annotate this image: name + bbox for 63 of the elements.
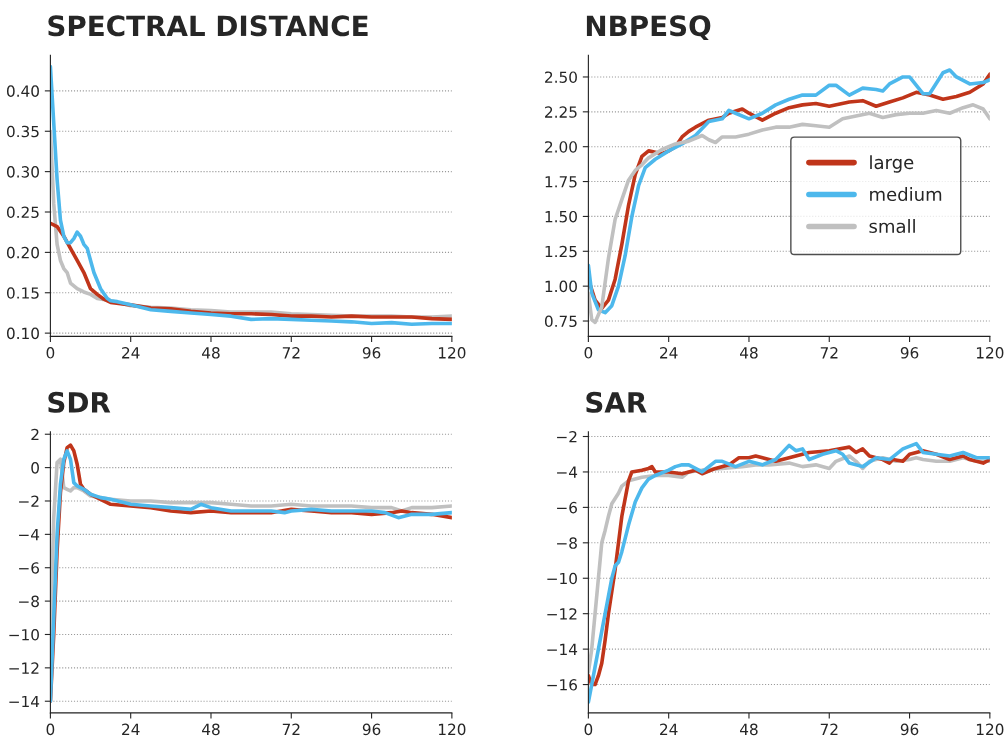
- y-tick-label: 0.15: [6, 287, 39, 299]
- x-tick-label: 24: [660, 723, 678, 735]
- x-tick-label: 96: [362, 347, 381, 359]
- y-tick-label: −10: [547, 572, 577, 585]
- x-tick-label: 0: [46, 723, 55, 736]
- x-tick-label: 0: [46, 347, 55, 359]
- y-tick-label: −16: [547, 679, 577, 691]
- x-tick-label: 48: [202, 347, 220, 359]
- y-tick-label: 0: [31, 462, 39, 474]
- y-tick-label: 0.75: [544, 315, 577, 328]
- y-tick-label: 0.20: [6, 246, 39, 259]
- y-tick-label: 0.25: [6, 206, 39, 219]
- x-tick-label: 120: [438, 347, 466, 359]
- y-tick-label: 1.00: [545, 280, 577, 293]
- x-tick-label: 120: [976, 347, 1004, 359]
- y-tick-label: −6: [557, 501, 577, 514]
- y-tick-label: −6: [19, 562, 40, 574]
- y-tick-label: −2: [557, 430, 577, 443]
- y-tick-label: 2.50: [545, 71, 577, 83]
- x-tick-label: 0: [584, 723, 593, 736]
- chart-title: SAR: [586, 391, 647, 413]
- x-tick-label: 48: [202, 723, 220, 736]
- x-tick-label: 120: [438, 723, 466, 736]
- x-tick-label: 24: [660, 347, 678, 359]
- y-tick-label: −10: [9, 628, 39, 641]
- x-tick-label: 48: [740, 347, 758, 359]
- y-tick-label: 2.25: [545, 106, 577, 118]
- y-tick-label: 1.50: [545, 210, 577, 223]
- y-tick-label: 0.10: [6, 327, 39, 340]
- x-tick-label: 0: [584, 347, 593, 359]
- y-tick-label: −12: [9, 662, 39, 674]
- legend-label: large: [870, 155, 914, 173]
- x-tick-label: 120: [976, 723, 1004, 736]
- y-tick-label: 0.30: [6, 166, 39, 178]
- x-tick-label: 72: [282, 723, 300, 735]
- chart-title: SPECTRAL DISTANCE: [48, 15, 368, 37]
- chart-title: SDR: [48, 391, 111, 413]
- y-tick-label: 1.25: [545, 245, 577, 258]
- y-tick-label: −4: [557, 466, 578, 478]
- y-tick-label: 0.40: [6, 85, 39, 97]
- chart-title: NBPESQ: [586, 15, 711, 40]
- x-tick-label: 48: [740, 723, 758, 736]
- y-tick-label: −2: [19, 495, 39, 507]
- x-tick-label: 24: [122, 723, 140, 735]
- y-tick-label: −4: [19, 529, 40, 541]
- y-tick-label: −14: [9, 695, 40, 708]
- x-tick-label: 72: [282, 347, 300, 359]
- y-tick-label: −14: [547, 643, 578, 655]
- x-tick-label: 96: [900, 347, 919, 359]
- legend-label: small: [869, 219, 915, 234]
- x-tick-label: 96: [900, 723, 919, 736]
- y-tick-label: 1.75: [545, 176, 577, 188]
- y-tick-label: −8: [19, 595, 39, 608]
- x-tick-label: 96: [362, 723, 381, 736]
- y-tick-label: 2.00: [545, 141, 577, 153]
- legend-label: medium: [870, 187, 942, 202]
- y-tick-label: 0.35: [6, 125, 39, 138]
- x-tick-label: 24: [122, 347, 140, 359]
- x-tick-label: 72: [820, 723, 838, 735]
- y-tick-label: 2: [31, 428, 39, 441]
- x-tick-label: 72: [820, 347, 838, 359]
- y-tick-label: −8: [557, 537, 577, 549]
- y-tick-label: −12: [547, 608, 577, 620]
